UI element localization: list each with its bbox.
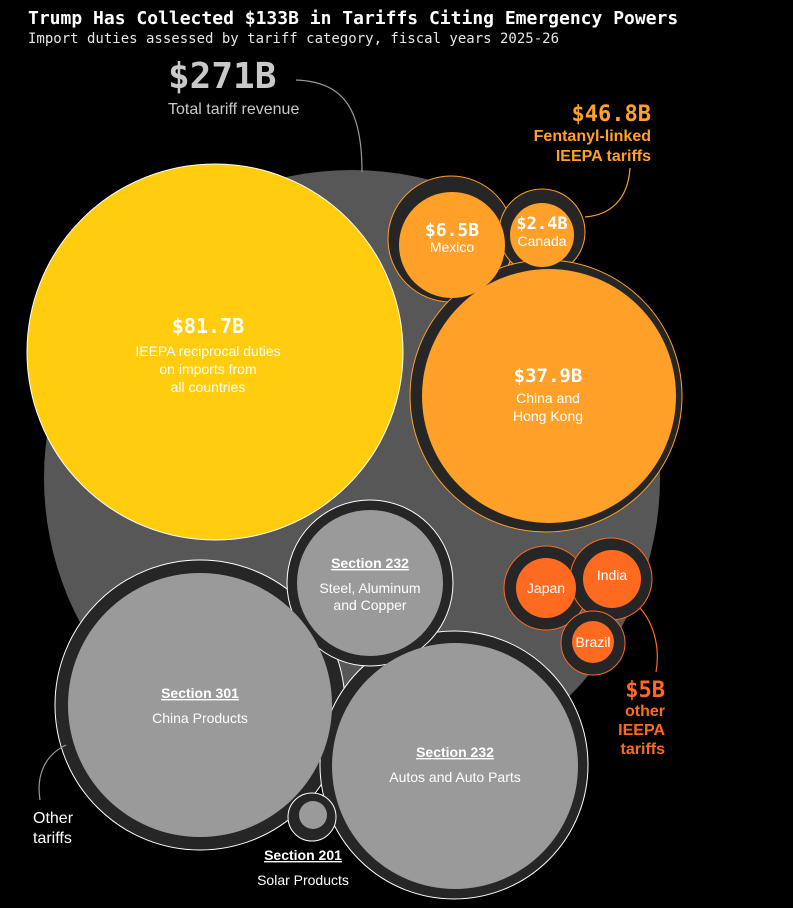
total-caption: Total tariff revenue <box>168 101 299 118</box>
china-hk-value-label: $37.9B <box>514 365 583 387</box>
section-301-heading: Section 301 <box>161 685 239 701</box>
mexico-label: Mexico <box>430 239 475 255</box>
total-value-label: $271B <box>168 56 276 97</box>
china-hk-label: China and <box>516 390 580 406</box>
reciprocal-bubble <box>26 163 404 541</box>
mexico-bubble <box>399 192 505 298</box>
japan-bubble <box>516 558 576 618</box>
other-ieepa-callout-label: tariffs <box>621 741 666 758</box>
total-leader-line <box>295 79 363 173</box>
section-232-steel-label: and Copper <box>333 597 407 613</box>
canada-label: Canada <box>517 233 566 249</box>
section-201-heading: Section 201 <box>264 847 342 863</box>
other-tariffs-callout-label: Other <box>33 810 74 827</box>
section-301-bubble <box>68 573 332 837</box>
section-232-autos-label: Autos and Auto Parts <box>389 769 521 785</box>
section-232-steel-label: Steel, Aluminum <box>319 580 420 596</box>
china-hk-bubble <box>422 269 676 523</box>
section-232-steel-bubble <box>297 510 443 656</box>
section-232-autos-bubble <box>332 643 578 889</box>
chart-title: Trump Has Collected $133B in Tariffs Cit… <box>28 8 679 29</box>
canada-value-label: $2.4B <box>516 214 567 234</box>
chart-subtitle: Import duties assessed by tariff categor… <box>28 31 560 47</box>
reciprocal-label: IEEPA reciprocal duties <box>135 343 280 359</box>
section-201-bubble <box>299 801 327 829</box>
other-ieepa-callout-value: $5B <box>625 678 665 703</box>
china-hk-label: Hong Kong <box>513 408 583 424</box>
fentanyl-callout-label: Fentanyl-linked <box>534 128 651 145</box>
reciprocal-label: on imports from <box>159 361 256 377</box>
other-ieepa-leader-line <box>639 607 658 673</box>
fentanyl-leader-line <box>584 167 631 218</box>
section-201-label: Solar Products <box>257 872 349 888</box>
other-ieepa-callout-label: IEEPA <box>618 722 665 739</box>
reciprocal-label: all countries <box>171 379 246 395</box>
india-bubble <box>583 550 641 608</box>
fentanyl-callout-value: $46.8B <box>572 102 651 127</box>
mexico-value-label: $6.5B <box>425 220 479 241</box>
other-ieepa-callout-label: other <box>625 703 665 720</box>
other-tariffs-leader-line <box>38 744 67 801</box>
japan-label: Japan <box>527 580 565 596</box>
reciprocal-value-label: $81.7B <box>172 314 244 338</box>
fentanyl-callout-label: IEEPA tariffs <box>556 148 651 165</box>
section-301-label: China Products <box>152 710 248 726</box>
canada-bubble <box>510 203 574 267</box>
brazil-label: Brazil <box>575 634 610 650</box>
other-tariffs-callout-label: tariffs <box>33 830 72 847</box>
section-232-autos-heading: Section 232 <box>416 744 494 760</box>
india-label: India <box>597 567 628 583</box>
section-232-steel-heading: Section 232 <box>331 555 409 571</box>
brazil-bubble <box>572 621 614 663</box>
